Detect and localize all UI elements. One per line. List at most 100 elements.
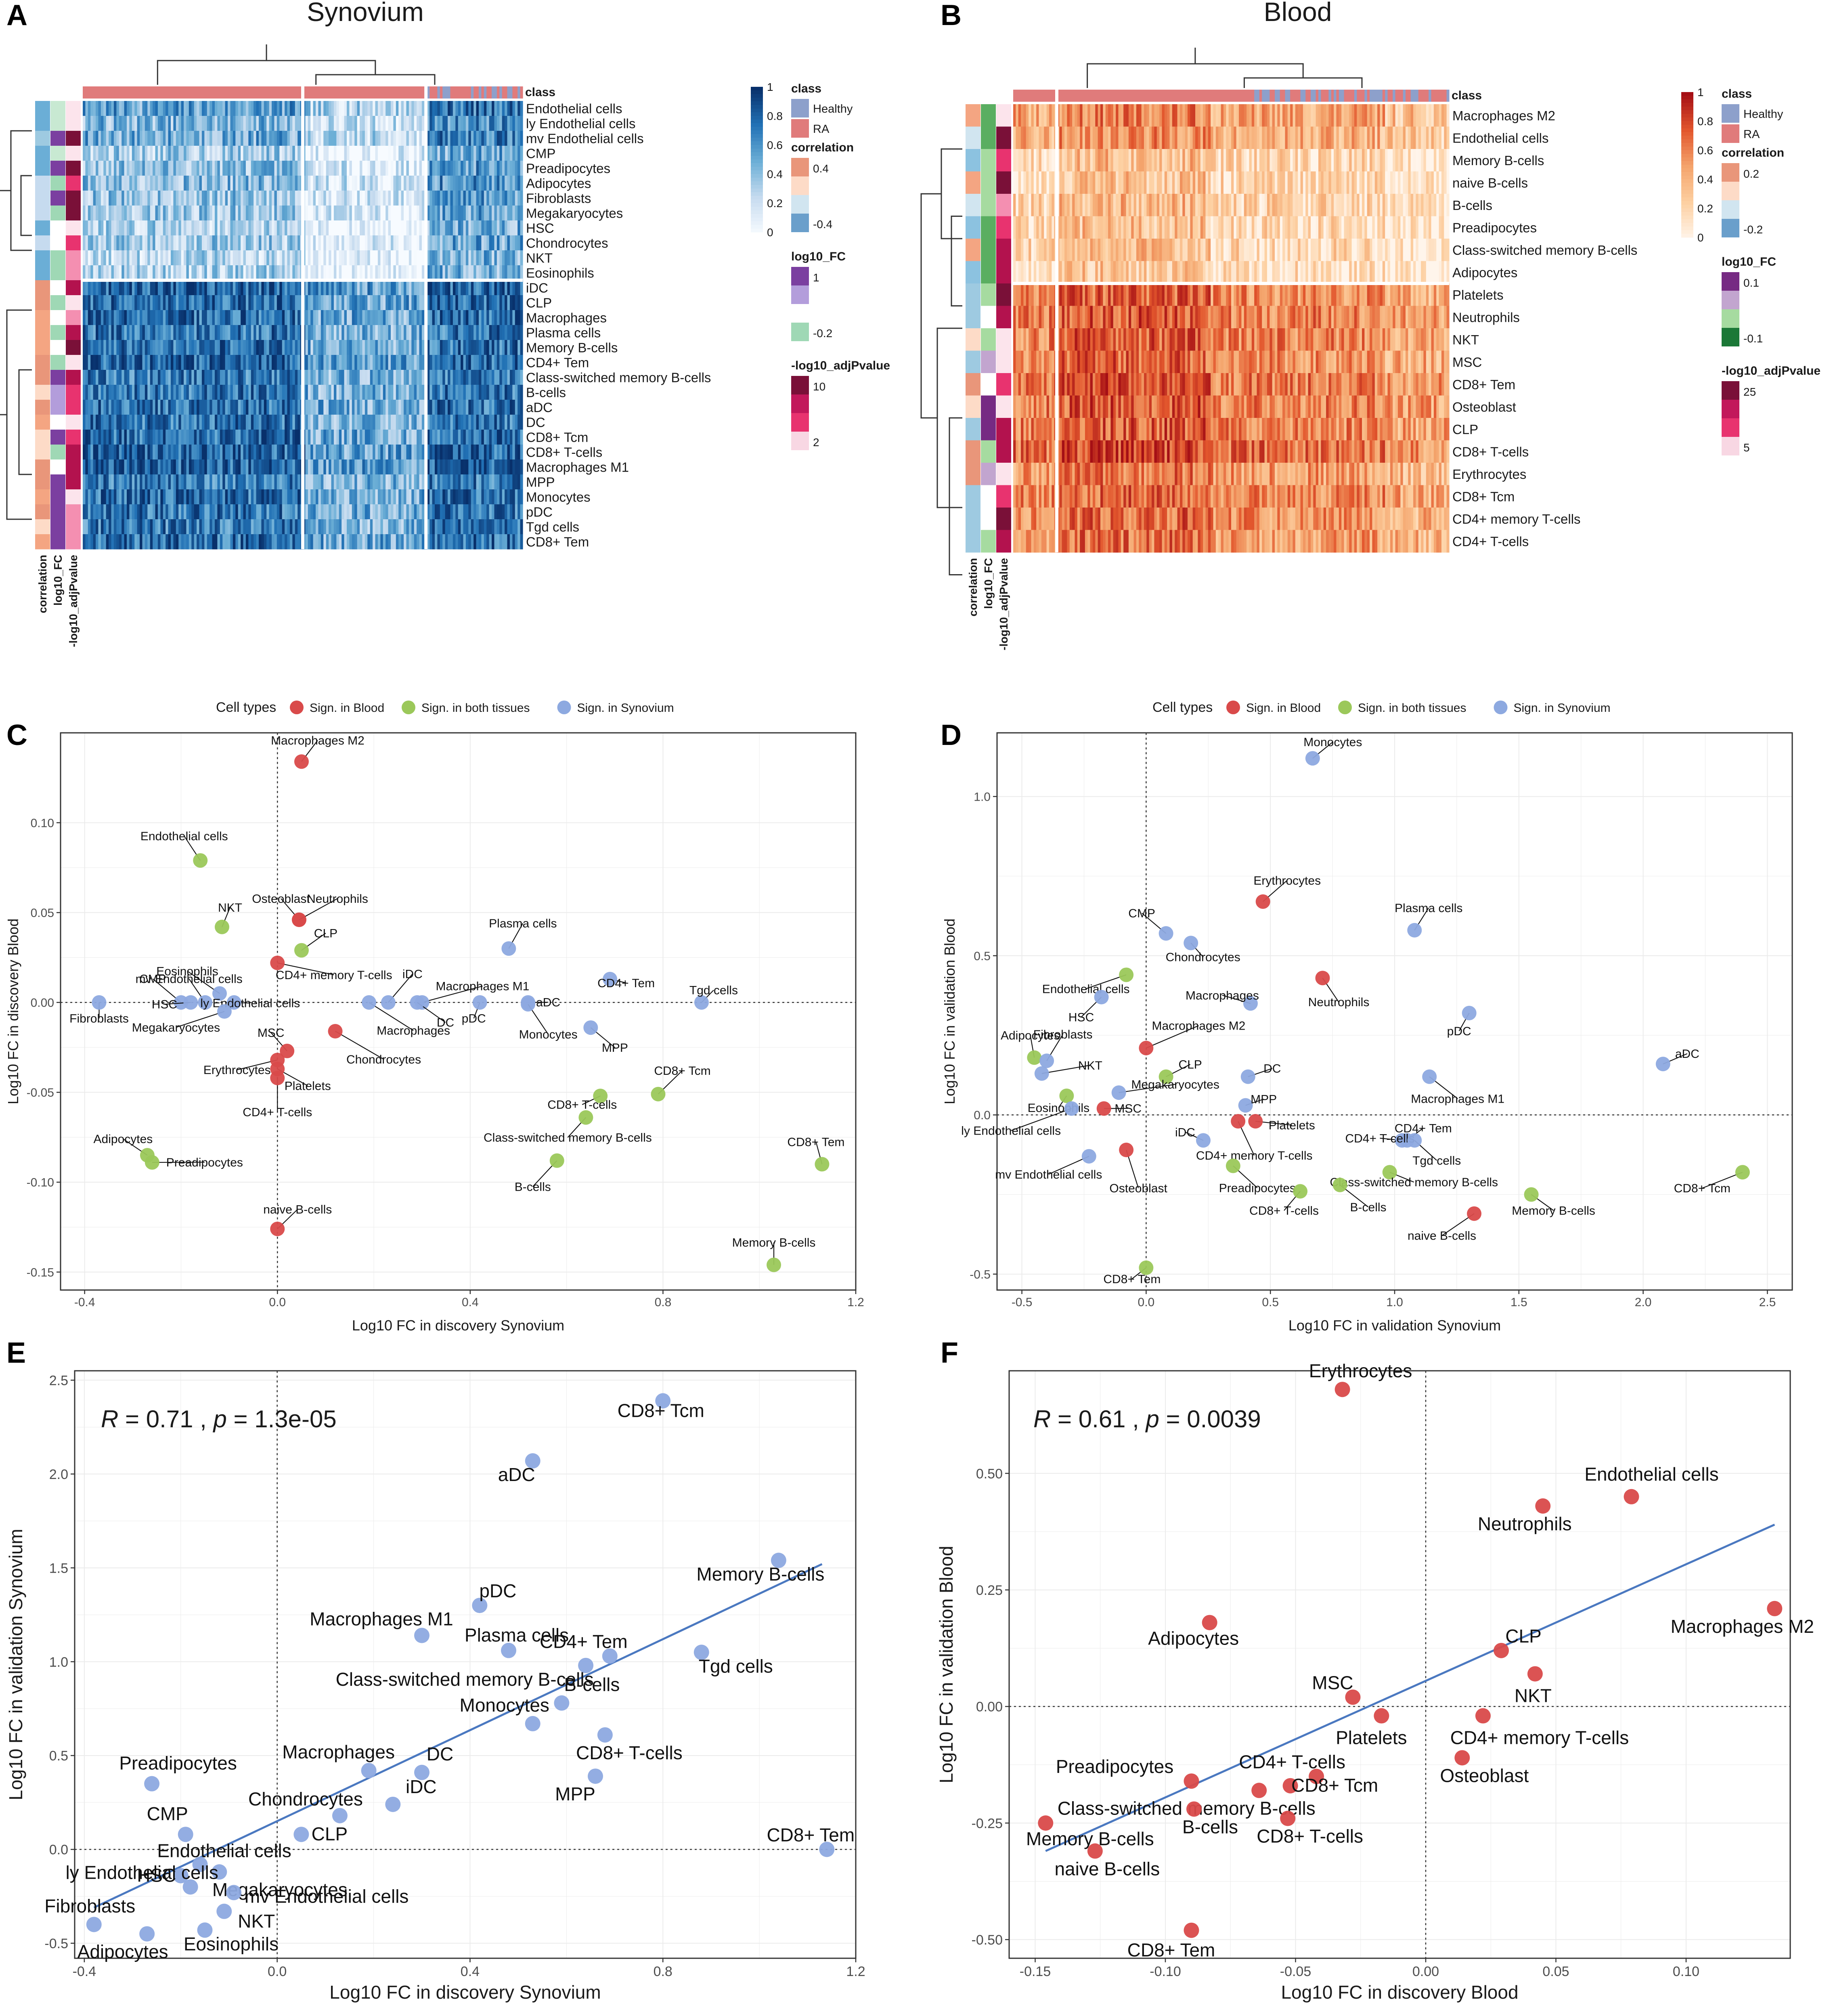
heatmap-cell (419, 295, 422, 310)
class-bar-cell (230, 86, 233, 99)
heatmap-cell (163, 191, 166, 206)
heatmap-cell (476, 504, 479, 520)
heatmap-cell (331, 310, 334, 325)
heatmap-cell (409, 250, 412, 266)
class-bar-cell (248, 86, 251, 99)
heatmap-cell (367, 191, 370, 206)
heatmap-cell (445, 310, 448, 325)
heatmap-cell (414, 295, 417, 310)
heatmap-cell (215, 415, 218, 430)
heatmap-cell (435, 445, 438, 460)
heatmap-cell (142, 265, 145, 281)
heatmap-cell (458, 206, 461, 221)
heatmap-cell (106, 370, 109, 385)
heatmap-cell (191, 445, 194, 460)
heatmap-cell (173, 504, 176, 520)
heatmap-cell (505, 206, 507, 221)
heatmap-cell (90, 355, 93, 370)
heatmap-cell (391, 191, 394, 206)
heatmap-cell (204, 265, 207, 281)
heatmap-cell (173, 191, 176, 206)
heatmap-cell (274, 265, 277, 281)
heatmap-cell (323, 310, 326, 325)
heatmap-cell (142, 474, 145, 490)
heatmap-cell (101, 280, 104, 296)
heatmap-cell (409, 370, 412, 385)
heatmap-cell (435, 325, 438, 340)
heatmap-cell (419, 146, 422, 161)
heatmap-cell (507, 295, 510, 310)
heatmap-cell (228, 131, 230, 146)
heatmap-cell (158, 340, 161, 355)
heatmap-cell (217, 161, 220, 176)
heatmap-cell (463, 370, 466, 385)
heatmap-cell (489, 430, 492, 445)
heatmap-cell (153, 101, 155, 116)
heatmap-cell (189, 504, 192, 520)
heatmap-cell (494, 474, 497, 490)
heatmap-cell (455, 430, 458, 445)
heatmap-cell (520, 250, 523, 266)
heatmap-cell (318, 445, 321, 460)
heatmap-cell (473, 445, 476, 460)
heatmap-cell (83, 325, 86, 340)
heatmap-cell (202, 310, 205, 325)
heatmap-cell (176, 430, 179, 445)
heatmap-cell (166, 235, 168, 251)
heatmap-cell (383, 445, 386, 460)
heatmap-cell (202, 400, 205, 415)
heatmap-cell (238, 220, 241, 236)
heatmap-cell (432, 220, 435, 236)
heatmap-cell (347, 235, 350, 251)
heatmap-cell (310, 131, 313, 146)
heatmap-cell (380, 131, 383, 146)
heatmap-cell (279, 445, 282, 460)
heatmap-cell (396, 325, 399, 340)
heatmap-cell (132, 131, 135, 146)
heatmap-cell (199, 101, 202, 116)
heatmap-cell (404, 310, 406, 325)
heatmap-cell (484, 220, 487, 236)
heatmap-cell (119, 206, 122, 221)
heatmap-cell (147, 176, 150, 191)
heatmap-cell (287, 385, 290, 400)
heatmap-cell (241, 280, 243, 296)
heatmap-cell (297, 101, 300, 116)
heatmap-cell (385, 325, 388, 340)
heatmap-cell (292, 265, 295, 281)
heatmap-cell (453, 355, 456, 370)
heatmap-cell (334, 176, 337, 191)
heatmap-cell (481, 206, 484, 221)
heatmap-cell (497, 474, 500, 490)
heatmap-cell (119, 101, 122, 116)
heatmap-cell (484, 235, 487, 251)
heatmap-cell (253, 206, 256, 221)
heatmap-cell (505, 235, 507, 251)
heatmap-cell (396, 176, 399, 191)
heatmap-cell (388, 459, 391, 475)
heatmap-cell (238, 459, 241, 475)
heatmap-cell (341, 340, 344, 355)
heatmap-cell (153, 519, 155, 535)
heatmap-cell (404, 415, 406, 430)
heatmap-cell (248, 176, 251, 191)
heatmap-cell (318, 176, 321, 191)
heatmap-cell (367, 146, 370, 161)
heatmap-cell (83, 459, 86, 475)
heatmap-cell (417, 116, 419, 131)
heatmap-cell (334, 474, 337, 490)
heatmap-cell (103, 370, 106, 385)
heatmap-cell (217, 280, 220, 296)
heatmap-cell (235, 459, 238, 475)
heatmap-cell (347, 489, 350, 505)
heatmap-cell (373, 131, 375, 146)
heatmap-cell (375, 176, 378, 191)
heatmap-cell (445, 131, 448, 146)
heatmap-cell (473, 504, 476, 520)
heatmap-cell (326, 220, 329, 236)
heatmap-cell (122, 206, 124, 221)
heatmap-cell (230, 250, 233, 266)
heatmap-cell (362, 415, 365, 430)
heatmap-cell (134, 250, 137, 266)
heatmap-cell (176, 400, 179, 415)
